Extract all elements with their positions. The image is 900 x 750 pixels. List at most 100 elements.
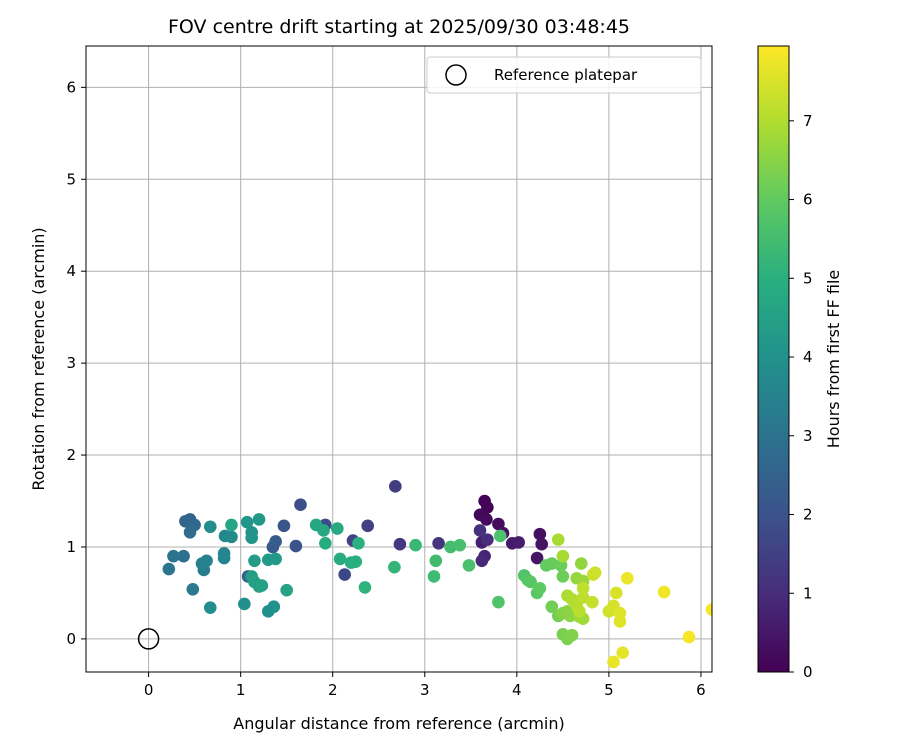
data-point (493, 529, 507, 543)
data-point (361, 519, 375, 533)
x-tick-label: 6 (696, 681, 706, 699)
data-point (586, 568, 600, 581)
data-point (225, 518, 238, 532)
chart-title: FOV centre drift starting at 2025/09/30 … (168, 16, 630, 38)
y-tick-label: 2 (66, 446, 76, 464)
data-point (573, 605, 586, 618)
legend-marker-icon (445, 64, 467, 86)
x-axis-ticks: 0 1 2 3 4 5 6 (144, 672, 706, 699)
data-point (240, 515, 254, 529)
data-point (409, 538, 422, 552)
colorbar-tick-label: 1 (803, 584, 813, 602)
x-tick-label: 4 (512, 681, 522, 699)
data-point (203, 520, 217, 534)
colorbar-tick-label: 4 (803, 348, 813, 366)
data-point (535, 537, 548, 551)
data-point (453, 538, 467, 552)
colorbar-tick-label: 6 (803, 191, 813, 209)
data-point (657, 585, 671, 599)
data-point (524, 575, 537, 589)
data-point (512, 536, 525, 549)
data-point (203, 601, 217, 614)
data-point (167, 549, 180, 563)
y-tick-label: 5 (66, 170, 76, 188)
data-point (294, 498, 307, 511)
grid (86, 46, 712, 672)
data-point (331, 522, 344, 535)
data-point (319, 537, 332, 550)
data-point (186, 582, 200, 596)
data-point (333, 552, 347, 566)
data-point (238, 597, 251, 611)
data-point (621, 571, 634, 585)
data-points (162, 480, 712, 669)
data-point (556, 570, 570, 583)
legend-label: Reference platepar (494, 66, 638, 84)
colorbar-tick-label: 0 (803, 663, 813, 681)
colorbar-label: Hours from first FF file (824, 270, 843, 449)
data-point (607, 655, 620, 669)
legend: Reference platepar (426, 56, 702, 94)
data-point (432, 537, 445, 550)
y-axis-ticks: 0 1 2 3 4 5 6 (66, 78, 86, 648)
x-tick-label: 2 (328, 681, 338, 699)
data-point (427, 570, 441, 583)
data-point (613, 615, 627, 628)
data-point (473, 524, 487, 537)
y-tick-label: 1 (66, 538, 76, 556)
plot-frame (85, 45, 713, 673)
x-tick-label: 0 (144, 681, 154, 699)
y-tick-label: 0 (66, 630, 76, 648)
colorbar: 0 1 2 3 4 5 6 7 Hours from first FF file (757, 45, 843, 681)
colorbar-ticks: 0 1 2 3 4 5 6 7 (789, 112, 813, 681)
x-tick-label: 5 (604, 681, 614, 699)
x-tick-label: 3 (420, 681, 430, 699)
data-point (565, 628, 579, 642)
data-point (349, 555, 363, 568)
data-point (545, 600, 559, 614)
x-axis-label: Angular distance from reference (arcmin) (233, 714, 564, 733)
data-point (252, 513, 266, 526)
colorbar-gradient (757, 45, 790, 673)
data-point (481, 533, 494, 546)
colorbar-tick-label: 7 (803, 112, 813, 130)
data-point (609, 586, 623, 600)
colorbar-tick-label: 5 (803, 269, 813, 287)
data-point (682, 630, 696, 644)
data-point (280, 583, 293, 597)
data-point (255, 579, 269, 592)
data-point (389, 480, 402, 493)
colorbar-tick-label: 3 (803, 427, 813, 445)
x-tick-label: 1 (236, 681, 246, 699)
data-point (533, 527, 547, 541)
data-point (705, 603, 712, 616)
legend-box (426, 56, 702, 94)
data-point (492, 595, 505, 609)
data-point (269, 552, 282, 566)
y-axis-label: Rotation from reference (arcmin) (29, 227, 48, 490)
data-point (338, 568, 351, 581)
data-point (530, 551, 544, 565)
data-point (429, 554, 443, 568)
data-point (576, 582, 590, 595)
data-point (574, 557, 588, 570)
data-point (616, 646, 630, 659)
y-tick-label: 3 (66, 354, 76, 372)
data-point (267, 600, 281, 614)
data-point (480, 513, 493, 526)
reference-platepar-marker (137, 628, 160, 650)
data-point (177, 549, 190, 563)
data-point (277, 519, 291, 533)
data-point (162, 562, 176, 576)
data-point (393, 537, 407, 551)
data-point (225, 530, 238, 544)
data-point (289, 539, 303, 553)
data-point (586, 595, 599, 609)
data-point (556, 549, 570, 563)
y-tick-label: 4 (66, 262, 76, 280)
data-point (358, 581, 372, 594)
data-point (248, 554, 261, 568)
data-point (475, 554, 489, 568)
y-tick-label: 6 (66, 78, 76, 96)
